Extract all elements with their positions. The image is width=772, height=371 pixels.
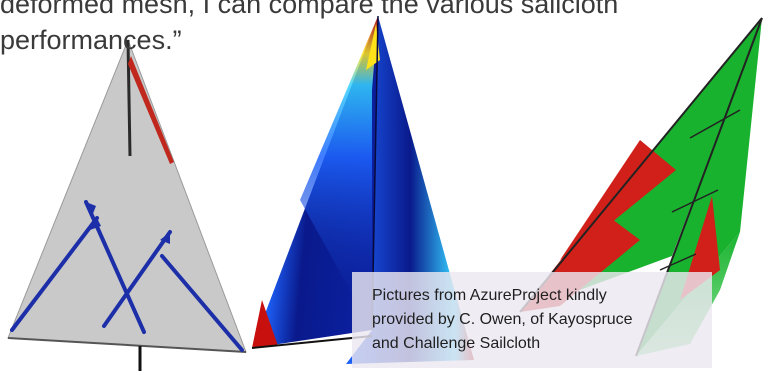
caption-line: provided by C. Owen, of Kayospruce — [372, 311, 633, 328]
gray-sail-figure — [7, 38, 247, 371]
quote-line: performances.” — [0, 25, 182, 55]
quote-text: deformed mesh, I can compare the various… — [0, 0, 700, 58]
quote-line: deformed mesh, I can compare the various… — [0, 0, 619, 19]
caption-line: Pictures from AzureProject kindly — [372, 287, 607, 304]
image-credit-caption: Pictures from AzureProject kindly provid… — [352, 272, 712, 368]
caption-line: and Challenge Sailcloth — [372, 335, 541, 352]
